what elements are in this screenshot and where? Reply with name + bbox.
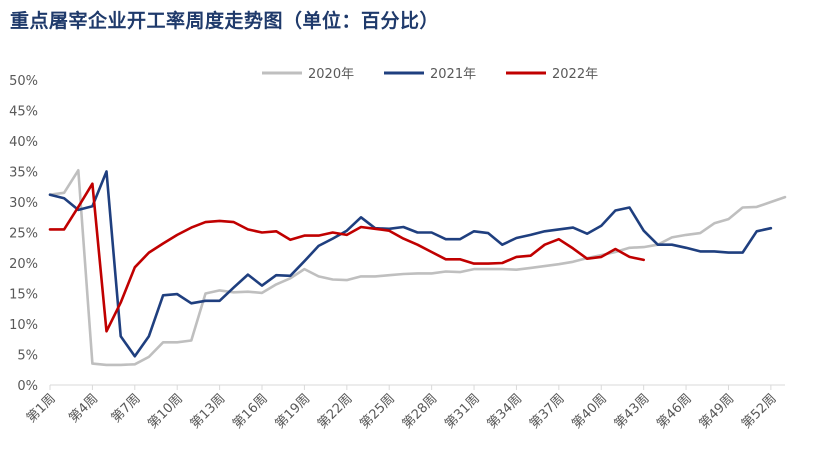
x-tick-label: 第52周	[739, 391, 780, 432]
x-tick-label: 第19周	[273, 391, 314, 432]
x-tick-label: 第25周	[357, 391, 398, 432]
x-tick-label: 第43周	[612, 391, 653, 432]
x-tick-label: 第28周	[400, 391, 441, 432]
y-tick-label: 0%	[17, 379, 38, 394]
x-tick-label: 第4周	[66, 391, 101, 426]
series-line-2020年	[48, 169, 787, 367]
x-tick-label: 第7周	[109, 391, 144, 426]
legend-label: 2022年	[552, 67, 598, 82]
y-tick-label: 50%	[9, 74, 38, 89]
legend: 2020年 2021年 2022年	[262, 67, 598, 82]
legend-label: 2020年	[308, 67, 354, 82]
x-tick-label: 第13周	[188, 391, 229, 432]
y-tick-label: 15%	[9, 288, 38, 303]
y-tick-label: 35%	[9, 166, 38, 181]
legend-label: 2021年	[430, 67, 476, 82]
x-tick-label: 第34周	[485, 391, 526, 432]
plot-area	[48, 169, 787, 367]
x-tick-label: 第46周	[654, 391, 695, 432]
y-tick-label: 30%	[9, 196, 38, 211]
y-tick-label: 40%	[9, 135, 38, 150]
x-tick-label: 第1周	[24, 391, 59, 426]
x-tick-label: 第31周	[442, 391, 483, 432]
series-line-2022年	[48, 182, 646, 333]
x-tick-label: 第40周	[569, 391, 610, 432]
x-tick-label: 第22周	[315, 391, 356, 432]
x-tick-label: 第10周	[145, 391, 186, 432]
y-tick-label: 20%	[9, 257, 38, 272]
x-tick-label: 第37周	[527, 391, 568, 432]
y-tick-label: 45%	[9, 105, 38, 120]
y-tick-label: 25%	[9, 227, 38, 242]
series-line-2021年	[48, 170, 773, 358]
y-axis: 0% 5% 10% 15% 20% 25% 30% 35% 40% 45% 50%	[9, 74, 38, 394]
y-tick-label: 5%	[17, 349, 38, 364]
x-tick-label: 第16周	[230, 391, 271, 432]
y-tick-label: 10%	[9, 318, 38, 333]
x-tick-label: 第49周	[697, 391, 738, 432]
x-axis: 第1周 第4周 第7周 第10周 第13周 第16周 第19周 第22周 第25周 第28周 第31…	[24, 384, 785, 432]
chart-title: 重点屠宰企业开工率周度走势图（单位：百分比）	[10, 10, 440, 32]
